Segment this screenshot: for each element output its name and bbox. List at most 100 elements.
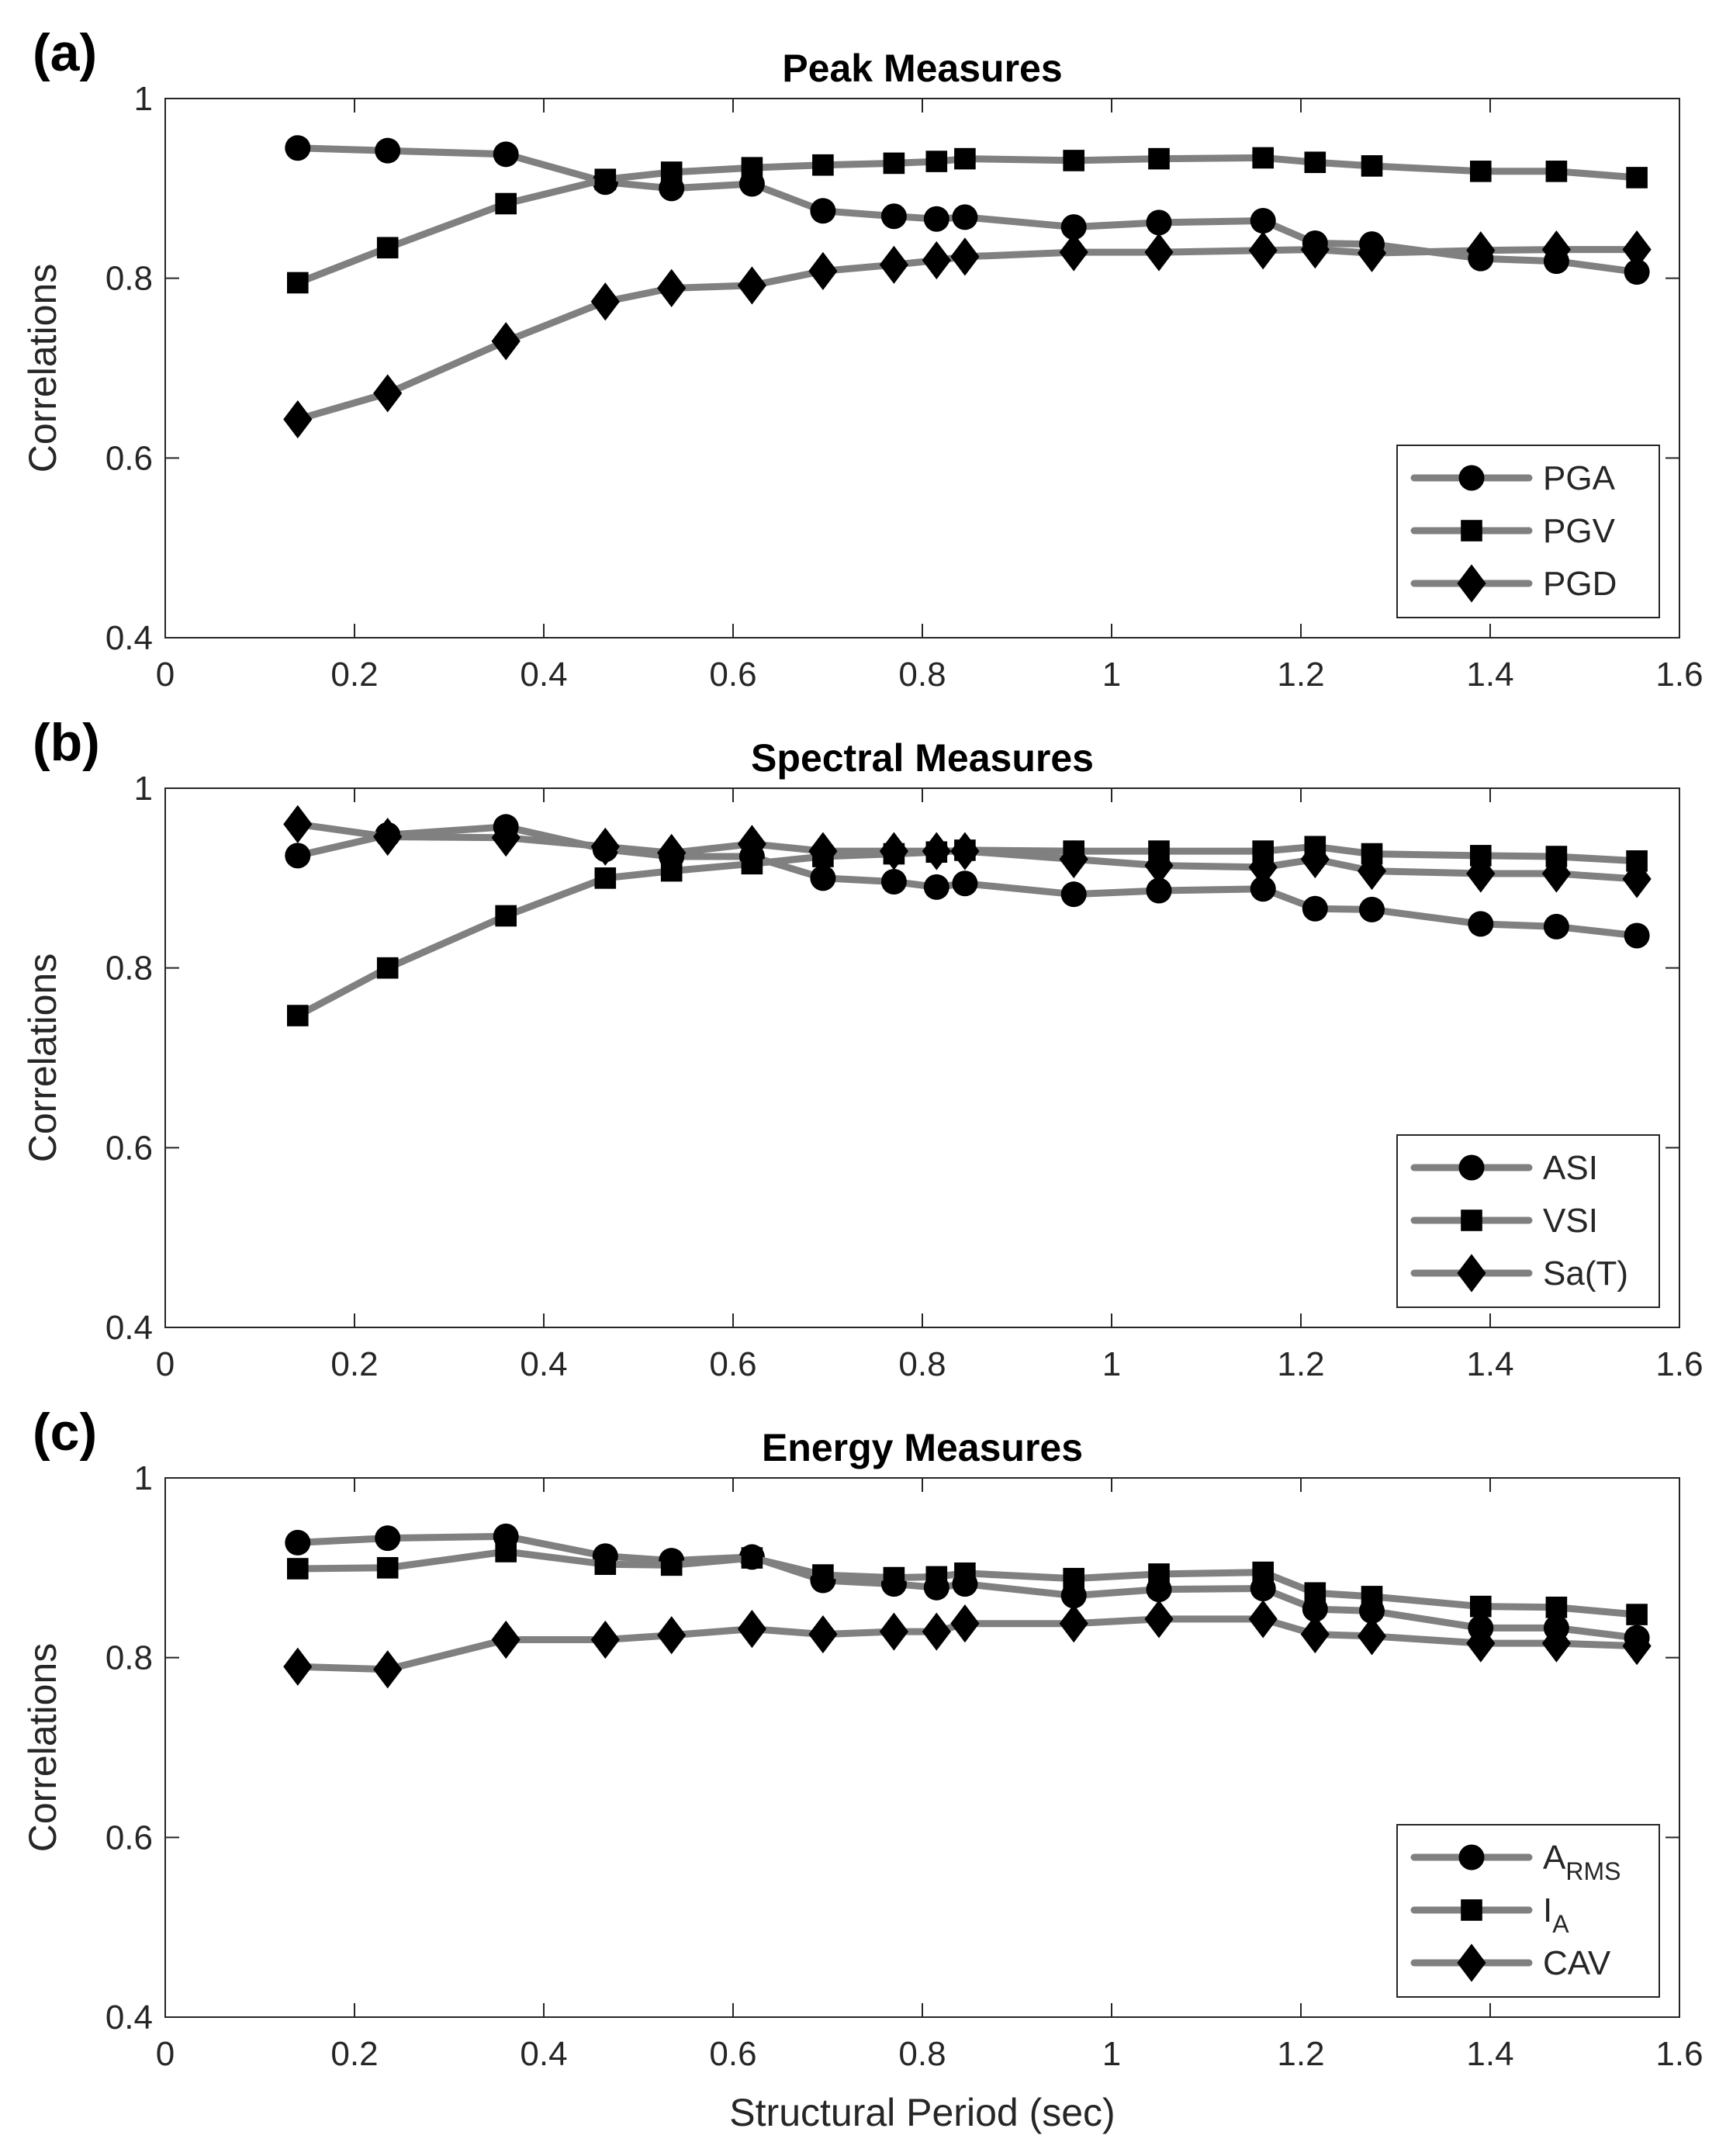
data-point (594, 1553, 617, 1575)
legend-marker (1458, 465, 1485, 491)
data-point (285, 1529, 311, 1556)
legend-label-main: PGV (1543, 512, 1616, 550)
y-tick-label: 1 (134, 80, 153, 118)
legend-item: PGA (1410, 459, 1616, 497)
y-tick-label: 0.6 (105, 1129, 153, 1167)
x-tick-label: 1.4 (1466, 656, 1513, 694)
data-point (1059, 839, 1088, 879)
legend-item: VSI (1410, 1202, 1598, 1240)
y-tick-label: 1 (134, 1459, 153, 1497)
data-point (1466, 1624, 1496, 1663)
data-point (1060, 214, 1087, 241)
data-point (1357, 851, 1387, 891)
x-tick-label: 0 (156, 1345, 175, 1383)
data-point (1357, 1617, 1387, 1656)
data-point (491, 818, 521, 857)
data-point (883, 1566, 905, 1589)
data-point (1063, 1567, 1084, 1590)
x-tick-label: 0.4 (520, 2035, 567, 2073)
x-tick-label: 1 (1102, 1345, 1121, 1383)
x-tick-label: 0.2 (330, 656, 378, 694)
legend: ARMS IA CAV (1396, 1824, 1660, 1998)
data-point (491, 1620, 521, 1659)
legend-label: CAV (1543, 1944, 1611, 1982)
data-point (375, 137, 401, 164)
data-point (1466, 231, 1496, 270)
legend-marker (1458, 1154, 1485, 1181)
data-point (1624, 259, 1650, 286)
data-point (1300, 839, 1330, 879)
data-point (590, 827, 620, 866)
series-line (294, 1532, 1641, 1642)
legend-marker (1461, 520, 1482, 542)
data-point (1543, 913, 1569, 940)
legend-label: PGV (1543, 512, 1616, 550)
legend-label-main: ASI (1543, 1149, 1598, 1187)
data-point (737, 825, 766, 863)
data-point (493, 141, 519, 168)
data-point (952, 204, 978, 230)
data-point (590, 1620, 620, 1659)
chart-panel-1: 0 0.2 0.4 0.6 0.8 1 1.2 1.4 1.6 0.4 0.6 0.8 1 Peak Me… (21, 23, 1704, 694)
data-point (808, 1614, 838, 1654)
data-point (879, 832, 908, 870)
data-point (812, 154, 834, 176)
data-point (1144, 233, 1174, 272)
legend-label-main: PGA (1543, 459, 1616, 497)
legend-item: ARMS (1410, 1839, 1621, 1885)
legend-label-main: I (1543, 1891, 1552, 1929)
y-tick-label: 0.6 (105, 1819, 153, 1857)
data-point (660, 1554, 683, 1576)
y-tick-label: 1 (134, 770, 153, 808)
data-point (373, 1650, 403, 1689)
legend-item: Sa(T) (1410, 1254, 1628, 1293)
x-tick-label: 1.2 (1277, 2035, 1324, 2073)
data-point (590, 282, 620, 321)
series-2 (287, 147, 1648, 294)
y-tick-label: 0.4 (105, 1999, 153, 2037)
legend-marker (1457, 564, 1486, 603)
data-point (883, 152, 905, 175)
data-point (1468, 911, 1494, 937)
x-tick-label: 0.6 (709, 2035, 756, 2073)
data-point (1541, 230, 1571, 269)
data-point (1060, 881, 1087, 908)
data-point (1545, 1597, 1568, 1618)
data-point (1622, 860, 1652, 898)
series-3 (283, 230, 1652, 439)
x-tick-label: 1.6 (1655, 2035, 1703, 2073)
data-point (1250, 208, 1276, 234)
data-point (1359, 896, 1385, 922)
data-point (880, 203, 907, 230)
data-point (922, 832, 951, 870)
legend-marker (1457, 1943, 1486, 1982)
chart-panel-3: 0 0.2 0.4 0.6 0.8 1 1.2 1.4 1.6 0.4 0.6 0.8 1 Energy … (21, 1403, 1704, 2134)
legend-label: IA (1543, 1891, 1569, 1938)
data-point (880, 868, 907, 895)
legend-label: PGA (1543, 459, 1616, 497)
data-point (373, 374, 403, 413)
data-point (1148, 1563, 1170, 1585)
y-tick-label: 0.8 (105, 1639, 153, 1677)
data-point (1300, 1614, 1330, 1654)
x-tick-label: 1.6 (1655, 1345, 1703, 1383)
legend-item: CAV (1410, 1943, 1611, 1982)
x-tick-label: 1 (1102, 656, 1121, 694)
x-tick-label: 0 (156, 2035, 175, 2073)
legend-label-sub: RMS (1565, 1857, 1621, 1885)
data-point (922, 241, 951, 280)
data-point (1059, 1604, 1088, 1643)
data-point (737, 266, 766, 305)
data-point (1248, 231, 1278, 270)
legend-label: VSI (1543, 1202, 1598, 1240)
y-tick-label: 0.4 (105, 619, 153, 657)
data-point (741, 1547, 763, 1569)
series-line (294, 144, 1641, 276)
legend-label: PGD (1543, 565, 1617, 603)
data-point (1248, 1600, 1278, 1639)
y-tick-label: 0.4 (105, 1309, 153, 1347)
data-point (879, 1612, 908, 1651)
legend-marker (1458, 1844, 1485, 1870)
x-tick-label: 1.2 (1277, 1345, 1324, 1383)
x-tick-label: 0.4 (520, 656, 567, 694)
